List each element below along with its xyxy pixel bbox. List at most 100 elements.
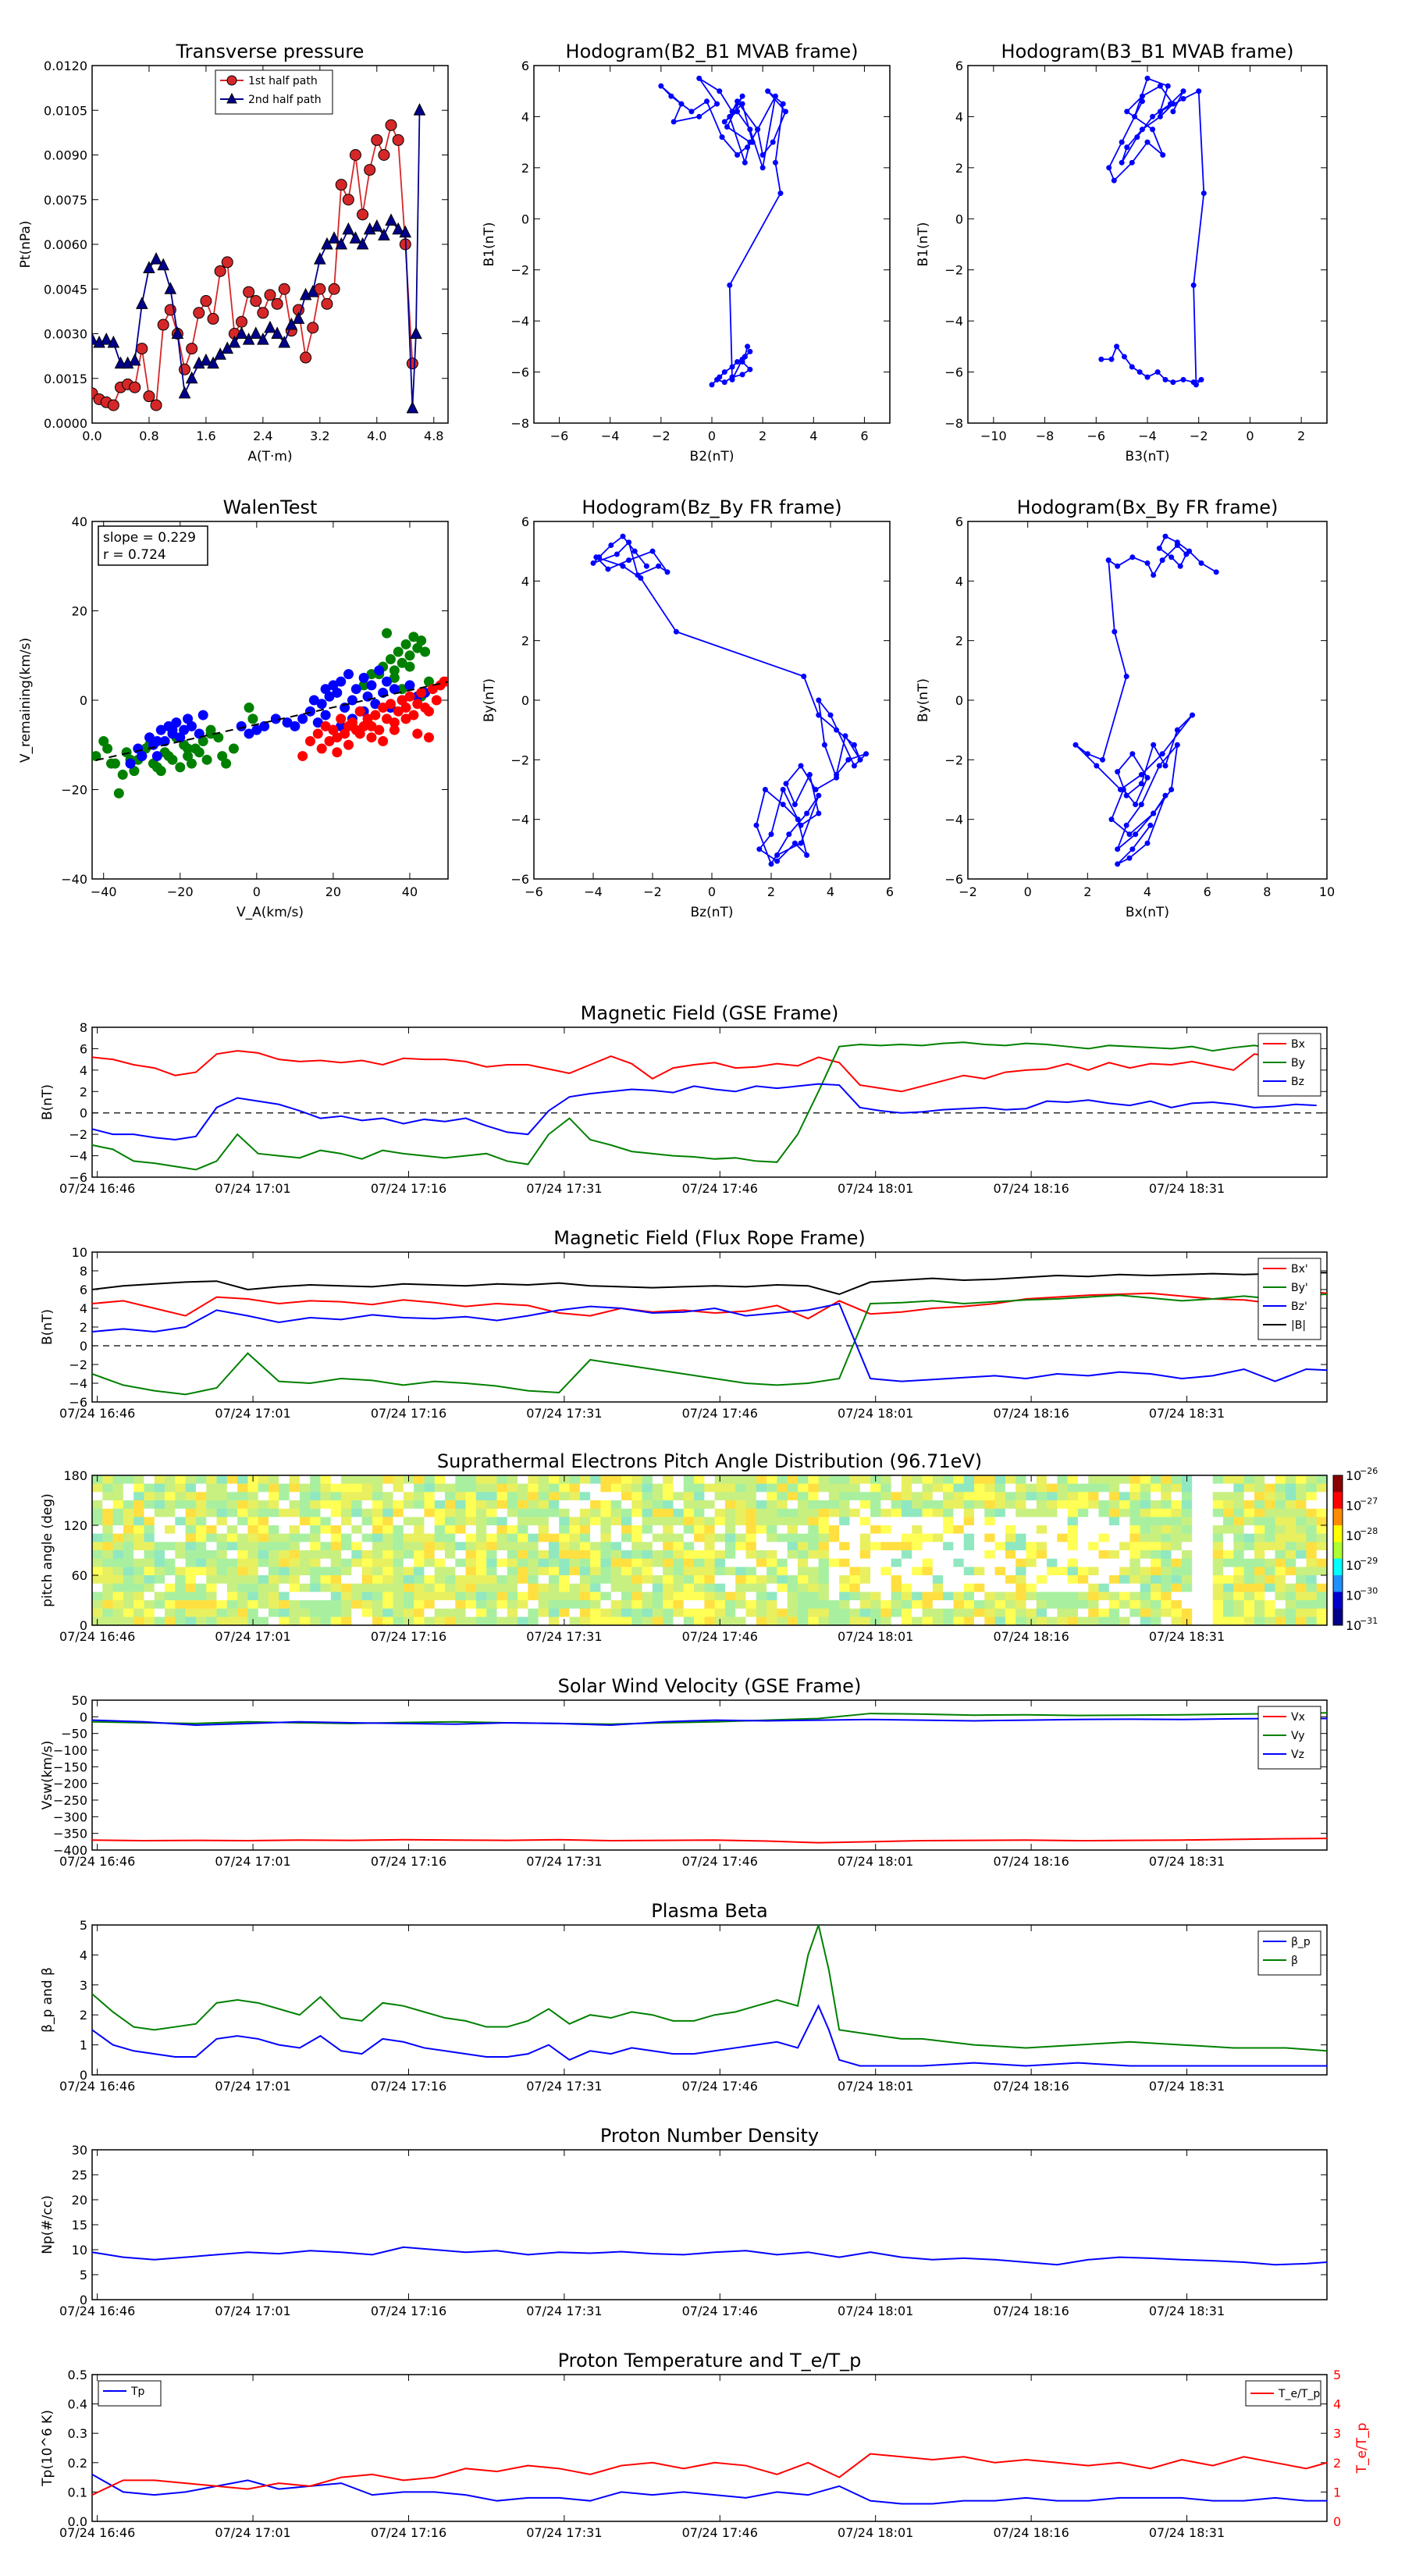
- data-point: [1129, 846, 1136, 852]
- heatmap-cell: [849, 1525, 861, 1535]
- heatmap-cell: [465, 1583, 477, 1592]
- heatmap-cell: [798, 1475, 809, 1485]
- y-tick-label: −4: [69, 1149, 87, 1164]
- heatmap-cell: [1223, 1492, 1234, 1501]
- heatmap-cell: [269, 1592, 279, 1601]
- heatmap-cell: [631, 1483, 643, 1493]
- heatmap-cell: [714, 1500, 726, 1510]
- heatmap-cell: [424, 1600, 436, 1610]
- plot-frame: [967, 65, 1328, 424]
- heatmap-cell: [579, 1583, 591, 1592]
- heatmap-cell: [341, 1542, 352, 1551]
- x-tick-label: 1.6: [196, 429, 215, 443]
- heatmap-cell: [569, 1525, 581, 1535]
- x-tick-label: 07/24 17:31: [526, 2079, 602, 2094]
- heatmap-cell: [475, 1608, 487, 1617]
- heatmap-cell: [559, 1533, 571, 1542]
- heatmap-cell: [1243, 1475, 1255, 1485]
- heatmap-cell: [1285, 1550, 1297, 1560]
- heatmap-cell: [528, 1500, 539, 1510]
- heatmap-cell: [1181, 1558, 1193, 1567]
- scatter-point: [412, 728, 423, 739]
- heatmap-cell: [891, 1592, 902, 1601]
- heatmap-cell: [1212, 1475, 1224, 1485]
- heatmap-cell: [1275, 1617, 1286, 1626]
- heatmap-cell: [880, 1508, 892, 1517]
- heatmap-cell: [226, 1475, 238, 1485]
- heatmap-cell: [621, 1475, 632, 1485]
- heatmap-cell: [631, 1600, 643, 1610]
- heatmap-cell: [600, 1592, 612, 1601]
- heatmap-cell: [518, 1567, 528, 1576]
- heatmap-cell: [1088, 1492, 1100, 1501]
- heatmap-cell: [361, 1542, 373, 1551]
- heatmap-cell: [330, 1533, 342, 1542]
- heatmap-cell: [767, 1575, 777, 1585]
- heatmap-cell: [600, 1575, 612, 1585]
- scatter-point: [378, 735, 389, 746]
- scatter-point: [443, 676, 448, 687]
- heatmap-cell: [1212, 1575, 1224, 1585]
- heatmap-cell: [1306, 1600, 1318, 1610]
- heatmap-cell: [92, 1500, 103, 1510]
- heatmap-cell: [870, 1533, 881, 1542]
- heatmap-cell: [465, 1508, 477, 1517]
- heatmap-cell: [808, 1475, 820, 1485]
- heatmap-cell: [569, 1475, 581, 1485]
- data-point: [1144, 75, 1151, 81]
- heatmap-cell: [912, 1508, 923, 1517]
- data-point: [1198, 376, 1204, 382]
- heatmap-cell: [642, 1617, 653, 1626]
- heatmap-cell: [1036, 1542, 1048, 1551]
- heatmap-cell: [1098, 1592, 1110, 1601]
- heatmap-cell: [185, 1550, 197, 1560]
- heatmap-cell: [932, 1517, 944, 1526]
- chart-title: Hodogram(Bx_By FR frame): [1017, 496, 1279, 518]
- heatmap-cell: [393, 1508, 404, 1517]
- heatmap-cell: [870, 1525, 881, 1535]
- heatmap-cell: [289, 1475, 301, 1485]
- heatmap-cell: [226, 1558, 238, 1567]
- heatmap-cell: [133, 1517, 144, 1526]
- heatmap-cell: [538, 1483, 550, 1493]
- heatmap-cell: [226, 1567, 238, 1576]
- heatmap-cell: [1151, 1533, 1161, 1542]
- colorbar-tick-label: 10: [1346, 1589, 1361, 1603]
- heatmap-cell: [496, 1550, 508, 1560]
- heatmap-cell: [724, 1558, 736, 1567]
- heatmap-cell: [777, 1575, 788, 1585]
- data-point: [314, 251, 326, 265]
- heatmap-cell: [102, 1542, 114, 1551]
- heatmap-cell: [175, 1575, 187, 1585]
- heatmap-cell: [1129, 1500, 1141, 1510]
- y-tick-label: 2: [955, 634, 963, 649]
- x-tick-label: −10: [980, 429, 1007, 443]
- heatmap-cell: [341, 1492, 352, 1501]
- x-tick-label: −4: [584, 884, 603, 899]
- heatmap-cell: [849, 1575, 861, 1585]
- heatmap-cell: [1285, 1542, 1297, 1551]
- heatmap-cell: [1108, 1550, 1120, 1560]
- heatmap-cell: [828, 1558, 840, 1567]
- heatmap-cell: [1243, 1517, 1255, 1526]
- data-point: [1157, 83, 1163, 89]
- heatmap-cell: [112, 1608, 124, 1617]
- heatmap-cell: [1151, 1567, 1161, 1576]
- data-point: [392, 222, 404, 235]
- heatmap-cell: [756, 1558, 767, 1567]
- y-axis-label: V_remaining(km/s): [18, 638, 34, 763]
- heatmap-cell: [767, 1558, 777, 1567]
- heatmap-cell: [1192, 1558, 1203, 1567]
- heatmap-cell: [1181, 1483, 1193, 1493]
- heatmap-cell: [123, 1608, 134, 1617]
- heatmap-cell: [621, 1617, 632, 1626]
- data-point: [590, 560, 596, 566]
- heatmap-cell: [683, 1475, 695, 1485]
- heatmap-cell: [102, 1608, 114, 1617]
- heatmap-cell: [445, 1600, 456, 1610]
- heatmap-cell: [694, 1483, 705, 1493]
- scatter-point: [420, 646, 431, 657]
- heatmap-cell: [1005, 1500, 1016, 1510]
- heatmap-cell: [1233, 1517, 1245, 1526]
- heatmap-cell: [1108, 1567, 1120, 1576]
